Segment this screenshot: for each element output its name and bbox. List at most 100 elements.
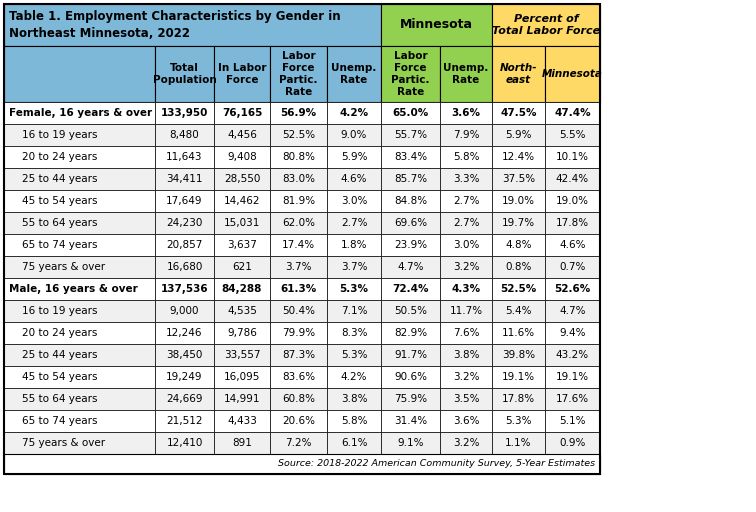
Bar [155, 146, 214, 168]
Bar [214, 256, 270, 278]
Bar [440, 322, 492, 344]
Bar [327, 322, 381, 344]
Text: 8,480: 8,480 [169, 130, 200, 140]
Bar [155, 256, 214, 278]
Bar [440, 168, 492, 190]
Bar [545, 366, 600, 388]
Bar [270, 300, 327, 322]
Text: 83.4%: 83.4% [394, 152, 427, 162]
Text: 3.3%: 3.3% [453, 174, 479, 184]
Bar [4, 432, 155, 454]
Bar [214, 300, 270, 322]
Text: 75 years & over: 75 years & over [22, 438, 105, 448]
Text: 3.0%: 3.0% [341, 196, 367, 206]
Text: 621: 621 [232, 262, 252, 272]
Text: 82.9%: 82.9% [394, 328, 427, 338]
Bar [214, 344, 270, 366]
Bar [545, 344, 600, 366]
Bar [327, 344, 381, 366]
Text: 9.1%: 9.1% [397, 438, 424, 448]
Bar [214, 190, 270, 212]
Text: 3.7%: 3.7% [341, 262, 367, 272]
Text: Table 1. Employment Characteristics by Gender in
Northeast Minnesota, 2022: Table 1. Employment Characteristics by G… [9, 10, 341, 40]
Text: 14,991: 14,991 [224, 394, 260, 404]
Bar [545, 322, 600, 344]
Bar [327, 278, 381, 300]
Text: 5.4%: 5.4% [505, 306, 531, 316]
Bar [381, 322, 440, 344]
Bar [440, 234, 492, 256]
Bar [492, 146, 545, 168]
Bar [327, 190, 381, 212]
Text: 34,411: 34,411 [166, 174, 203, 184]
Bar [4, 300, 155, 322]
Bar [327, 124, 381, 146]
Text: 55.7%: 55.7% [394, 130, 427, 140]
Text: 62.0%: 62.0% [282, 218, 315, 228]
Bar [381, 410, 440, 432]
Bar [327, 256, 381, 278]
Bar [4, 102, 155, 124]
Text: 90.6%: 90.6% [394, 372, 427, 382]
Text: 23.9%: 23.9% [394, 240, 427, 250]
Text: 79.9%: 79.9% [282, 328, 315, 338]
Text: 5.8%: 5.8% [453, 152, 479, 162]
Text: 5.9%: 5.9% [341, 152, 367, 162]
Bar [214, 212, 270, 234]
Text: 3.7%: 3.7% [285, 262, 311, 272]
Text: Source: 2018-2022 American Community Survey, 5-Year Estimates: Source: 2018-2022 American Community Sur… [278, 459, 595, 468]
Text: 20,857: 20,857 [166, 240, 203, 250]
Bar [270, 124, 327, 146]
Text: 20 to 24 years: 20 to 24 years [22, 152, 98, 162]
Text: 3.2%: 3.2% [453, 438, 479, 448]
Bar [545, 146, 600, 168]
Text: 17.8%: 17.8% [556, 218, 589, 228]
Bar [381, 366, 440, 388]
Bar [492, 366, 545, 388]
Bar [492, 256, 545, 278]
Text: 25 to 44 years: 25 to 44 years [22, 174, 98, 184]
Text: 47.5%: 47.5% [500, 108, 537, 118]
Bar [270, 168, 327, 190]
Text: 3.8%: 3.8% [453, 350, 479, 360]
Bar [214, 234, 270, 256]
Bar [4, 234, 155, 256]
Text: 5.3%: 5.3% [505, 416, 531, 426]
Text: Minnesota: Minnesota [400, 18, 473, 32]
Text: Female, 16 years & over: Female, 16 years & over [9, 108, 152, 118]
Text: Labor
Force
Partic.
Rate: Labor Force Partic. Rate [392, 51, 429, 97]
Bar [545, 388, 600, 410]
Text: 11.6%: 11.6% [502, 328, 535, 338]
Bar [214, 102, 270, 124]
Bar [381, 432, 440, 454]
Bar [440, 388, 492, 410]
Text: 10.1%: 10.1% [556, 152, 589, 162]
Bar [214, 278, 270, 300]
Bar [155, 102, 214, 124]
Text: 3.6%: 3.6% [453, 416, 479, 426]
Bar [440, 46, 492, 102]
Bar [155, 432, 214, 454]
Text: 12,246: 12,246 [166, 328, 203, 338]
Bar [440, 410, 492, 432]
Bar [492, 168, 545, 190]
Text: In Labor
Force: In Labor Force [218, 63, 266, 85]
Text: 21,512: 21,512 [166, 416, 203, 426]
Bar [381, 4, 492, 46]
Text: 3.8%: 3.8% [341, 394, 367, 404]
Bar [440, 366, 492, 388]
Bar [4, 322, 155, 344]
Bar [270, 234, 327, 256]
Text: 5.3%: 5.3% [341, 350, 367, 360]
Text: 17.8%: 17.8% [502, 394, 535, 404]
Bar [381, 256, 440, 278]
Bar [270, 46, 327, 102]
Text: Male, 16 years & over: Male, 16 years & over [9, 284, 138, 294]
Bar [270, 432, 327, 454]
Bar [440, 190, 492, 212]
Bar [4, 4, 381, 46]
Text: 2.7%: 2.7% [341, 218, 367, 228]
Bar [155, 212, 214, 234]
Bar [270, 322, 327, 344]
Bar [545, 124, 600, 146]
